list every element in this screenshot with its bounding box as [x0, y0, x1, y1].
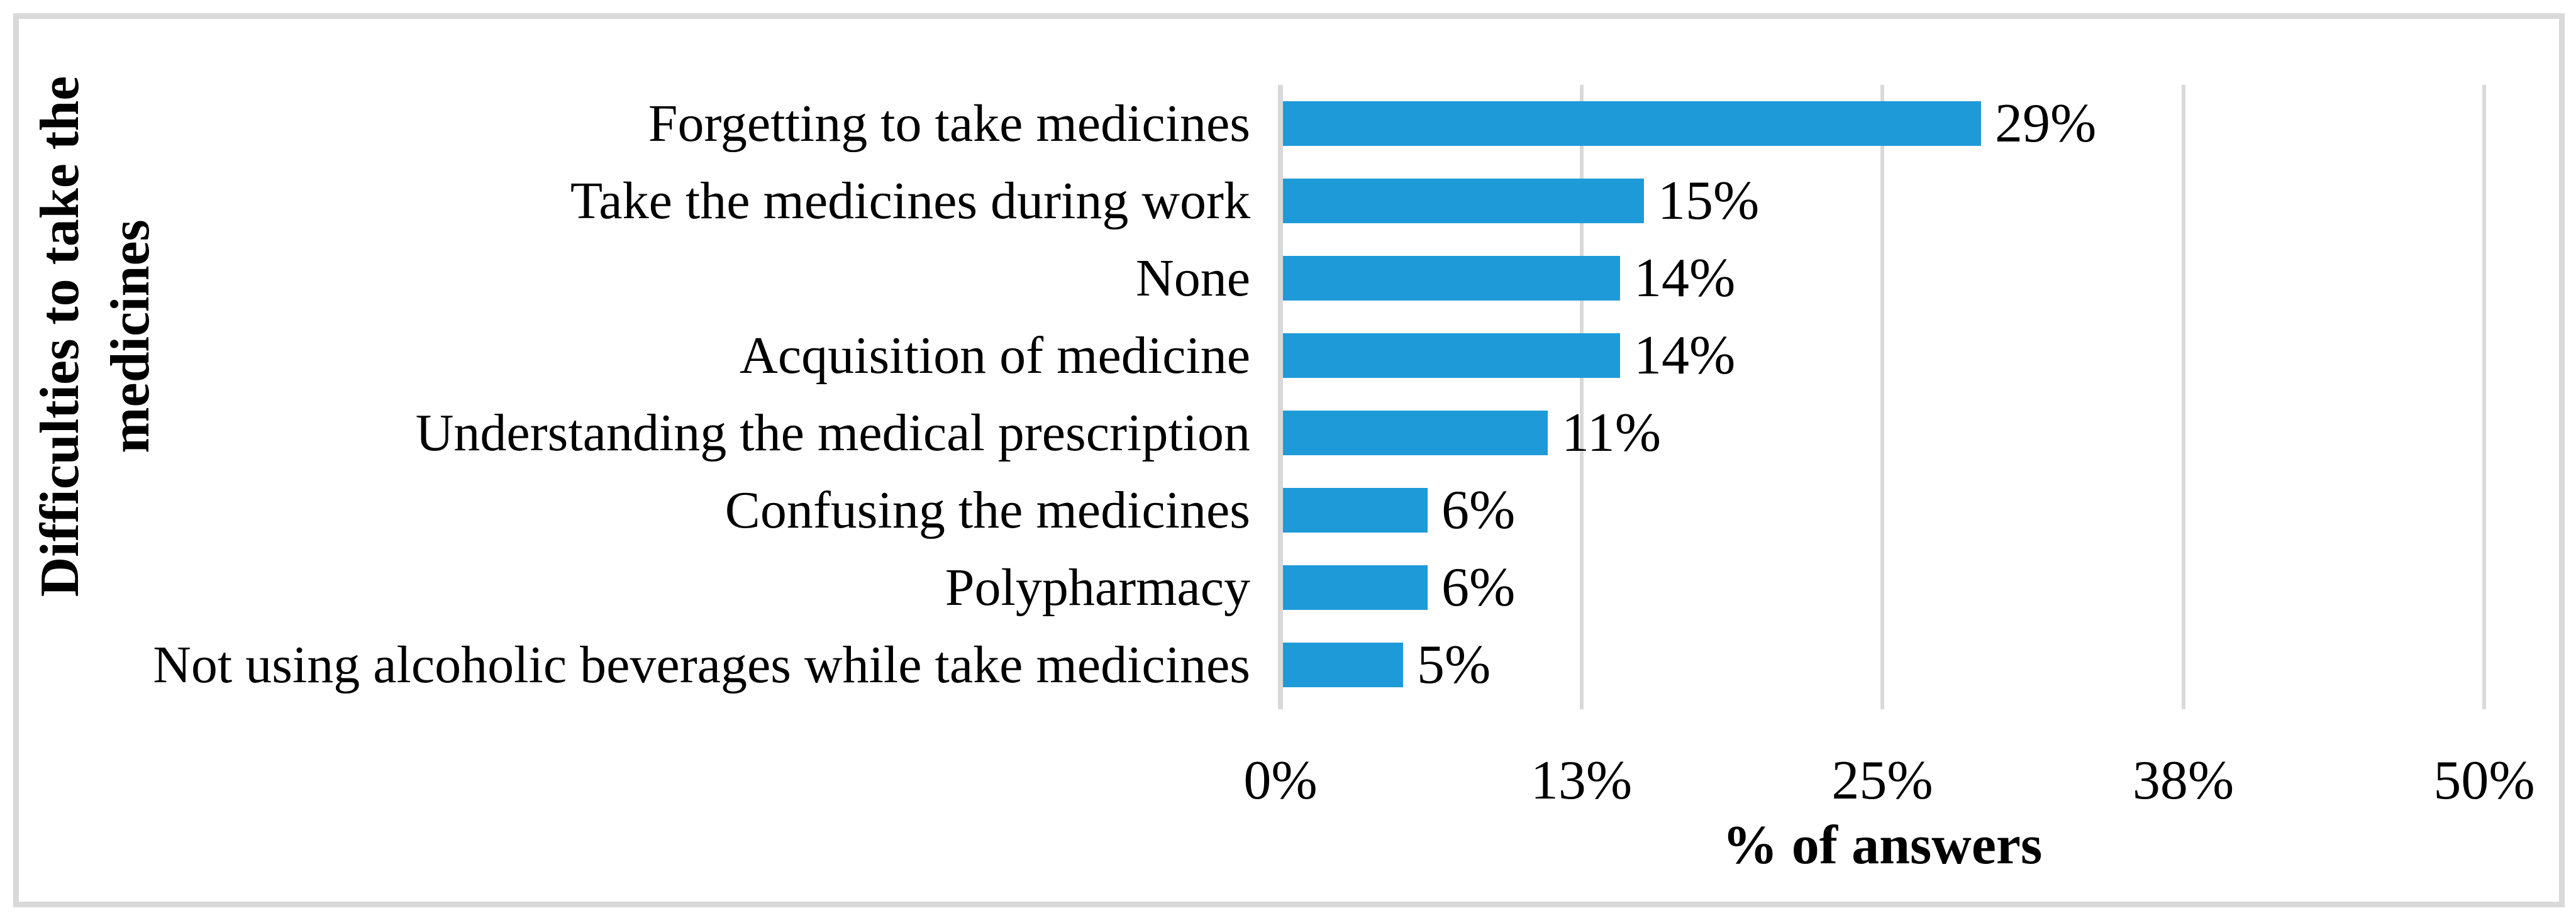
- bar: [1283, 179, 1644, 223]
- value-label: 5%: [1417, 634, 1491, 695]
- bar: [1283, 101, 1981, 146]
- x-tick-label: 0%: [1243, 750, 1318, 811]
- value-label: 11%: [1562, 402, 1662, 463]
- bar: [1283, 488, 1428, 533]
- x-tick-label: 50%: [2433, 750, 2535, 811]
- bar: [1283, 643, 1403, 687]
- category-label: Forgetting to take medicines: [648, 94, 1250, 153]
- x-tick-label: 13%: [1530, 750, 1633, 811]
- category-label: Acquisition of medicine: [740, 326, 1250, 385]
- category-label: Not using alcoholic beverages while take…: [153, 636, 1250, 694]
- bar: [1283, 565, 1428, 610]
- vertical-gridline: [2181, 85, 2185, 709]
- value-label: 6%: [1441, 557, 1516, 618]
- x-axis-title: % of answers: [1722, 815, 2043, 876]
- bar: [1283, 411, 1548, 455]
- category-label: Polypharmacy: [945, 558, 1250, 617]
- category-label: None: [1136, 249, 1250, 307]
- value-label: 29%: [1995, 93, 2097, 154]
- bar: [1283, 333, 1620, 378]
- vertical-gridline: [2482, 85, 2486, 709]
- bar: [1283, 256, 1620, 301]
- category-label: Confusing the medicines: [724, 481, 1250, 539]
- vertical-gridline: [1579, 85, 1584, 709]
- vertical-gridline: [1880, 85, 1884, 709]
- x-tick-label: 25%: [1831, 750, 1933, 811]
- figure-border: [13, 13, 2565, 907]
- value-label: 6%: [1441, 480, 1516, 541]
- x-tick-label: 38%: [2132, 750, 2235, 811]
- category-label: Understanding the medical prescription: [415, 404, 1250, 462]
- y-axis-line: [1278, 85, 1283, 709]
- value-label: 14%: [1634, 248, 1736, 309]
- value-label: 15%: [1658, 170, 1760, 231]
- category-label: Take the medicines during work: [570, 172, 1250, 230]
- value-label: 14%: [1634, 325, 1736, 386]
